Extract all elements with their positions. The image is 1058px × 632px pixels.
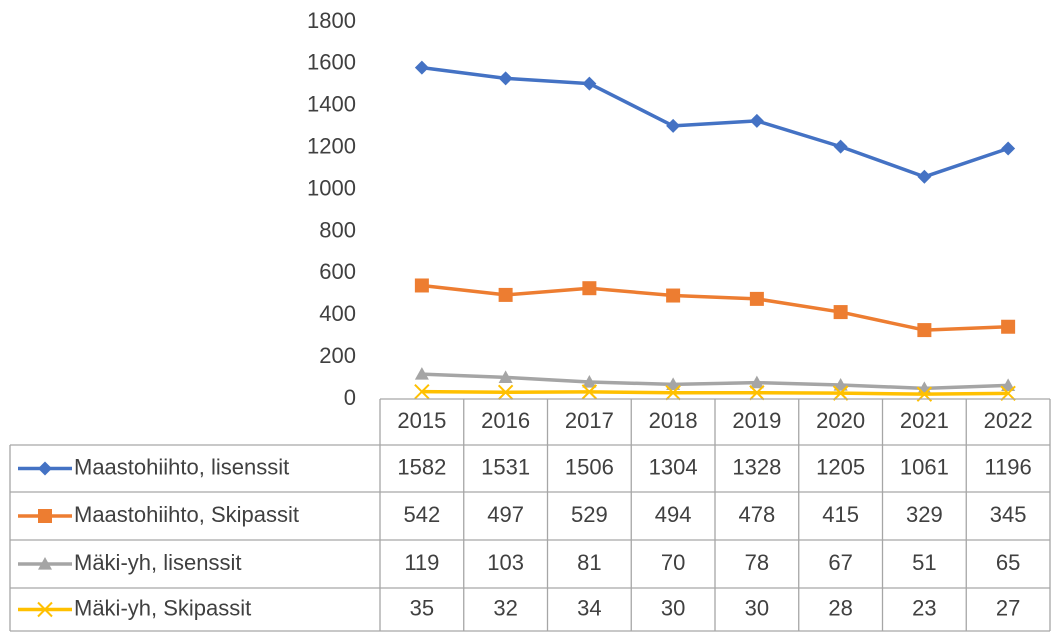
marker [917,323,932,338]
marker [749,375,764,389]
table-value: 34 [577,595,601,620]
legend-label: Mäki-yh, Skipassit [74,595,251,620]
legend-label: Maastohiihto, Skipassit [74,502,299,527]
marker [665,385,681,401]
marker [666,377,681,390]
series [414,383,1016,402]
marker [749,113,764,128]
y-tick-label: 600 [319,259,356,284]
marker [666,118,681,133]
table-value: 345 [990,502,1027,527]
marker [581,384,598,400]
table-value: 32 [493,595,517,620]
x-tick-label: 2016 [481,408,530,433]
marker [832,385,849,401]
table-value: 30 [661,595,685,620]
y-tick-label: 1200 [307,133,356,158]
marker [833,305,848,320]
table-value: 35 [410,595,434,620]
table-value: 1328 [732,454,781,479]
legend-label: Mäki-yh, lisenssit [74,550,241,575]
table-value: 329 [906,502,943,527]
y-tick-label: 200 [319,343,356,368]
line [421,389,1009,396]
legend-label: Maastohiihto, lisenssit [74,454,289,479]
table-value: 65 [996,550,1020,575]
marker [749,291,764,306]
marker [1001,319,1016,334]
x-tick-label: 2015 [397,408,446,433]
series [414,367,1016,394]
table-value: 28 [828,595,852,620]
table-value: 529 [571,502,608,527]
table-value: 119 [404,550,439,575]
table-value: 415 [822,502,859,527]
table-value: 1506 [565,454,614,479]
x-tick-label: 2019 [732,408,781,433]
y-tick-label: 1800 [307,8,356,33]
marker [1001,378,1016,391]
marker [498,71,513,86]
marker [38,461,52,476]
marker [917,169,932,184]
table-value: 1196 [984,454,1031,479]
table-value: 81 [577,550,601,575]
marker [414,383,430,400]
marker [833,139,848,154]
table-value: 497 [487,502,524,527]
marker [414,367,429,380]
marker [498,287,513,302]
table-value: 494 [655,502,692,527]
marker [414,278,429,293]
line [421,283,1009,332]
y-tick-label: 0 [344,385,356,410]
table-value: 1582 [397,454,446,479]
x-tick-label: 2021 [900,408,949,433]
y-tick-label: 1400 [307,92,356,117]
marker [38,557,52,570]
data-table: 2015 2016 2017 2018 2019 2020 2021 2022 Maastohi… [9,398,1051,632]
table-value: 70 [661,550,685,575]
marker [498,370,513,384]
x-tick-label: 2022 [984,408,1033,433]
x-tick-label: 2018 [649,408,698,433]
x-tick-label: 2017 [565,408,614,433]
marker [582,281,597,296]
table-value: 103 [487,550,524,575]
marker [666,288,681,303]
marker [582,375,597,388]
y-tick-label: 400 [319,301,356,326]
table-value: 67 [828,550,852,575]
table-value: 27 [996,595,1020,620]
marker [582,76,597,91]
marker [1000,385,1016,402]
line [421,65,1009,179]
table-value: 78 [745,550,769,575]
marker [1001,141,1016,156]
table-value: 30 [745,595,769,620]
marker [414,60,429,75]
table-value: 1304 [649,454,698,479]
marker [749,385,765,401]
y-tick-label: 1000 [307,175,356,200]
marker [38,509,52,523]
line [421,372,1009,391]
marker [37,601,53,618]
y-tick-label: 1600 [307,50,356,75]
x-tick-label: 2020 [816,408,865,433]
series [414,278,1016,338]
table-value: 1061 [900,454,949,479]
y-tick-label: 800 [319,217,356,242]
marker [833,377,848,391]
table-value: 1531 [481,454,530,479]
table-value: 478 [739,502,776,527]
table-value: 1205 [816,454,865,479]
table-value: 23 [912,595,936,620]
table-value: 542 [404,502,441,527]
table-value: 51 [912,550,936,575]
series [414,60,1016,184]
marker [497,384,514,401]
